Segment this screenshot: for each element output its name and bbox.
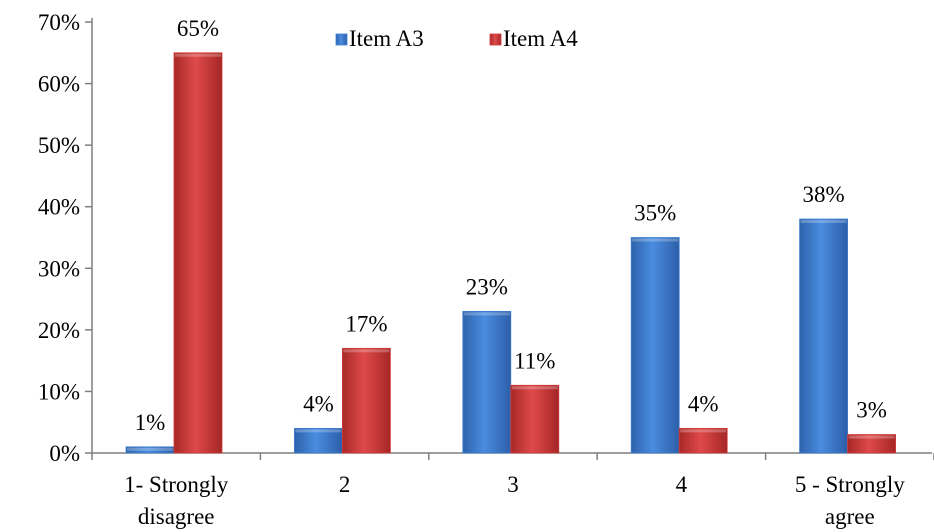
bars	[125, 52, 896, 454]
x-category-label: 4	[676, 472, 688, 497]
data-label: 38%	[803, 182, 845, 207]
y-tick-label: 70%	[38, 10, 80, 35]
y-tick-label: 10%	[38, 379, 80, 404]
legend-swatch	[335, 33, 348, 46]
bar-item-a3	[630, 237, 680, 454]
legend-swatch	[489, 33, 502, 46]
y-tick-label: 40%	[38, 195, 80, 220]
y-tick-label: 50%	[38, 133, 80, 158]
bar-item-a4	[173, 52, 223, 454]
legend: Item A3 Item A4	[335, 26, 578, 51]
data-label: 65%	[177, 16, 219, 41]
bar-item-a3	[293, 427, 343, 454]
bar-item-a3	[799, 218, 848, 454]
bar-highlight	[800, 220, 847, 224]
data-label: 3%	[856, 398, 887, 423]
bar-highlight	[295, 429, 342, 433]
x-category-label: 2	[339, 472, 351, 497]
legend-label: Item A3	[349, 26, 424, 51]
bar-highlight	[127, 447, 173, 451]
bar-highlight	[175, 53, 221, 57]
y-tick-label: 30%	[38, 256, 80, 281]
data-label: 4%	[303, 391, 334, 416]
legend-label: Item A4	[503, 26, 578, 51]
y-tick-label: 0%	[49, 441, 80, 466]
x-category-label: 3	[507, 472, 519, 497]
y-tick-label: 20%	[38, 318, 80, 343]
bar-item-a4	[341, 347, 391, 454]
data-labels: 1% 4% 23% 35% 38% 65% 17% 11% 4% 3%	[135, 16, 887, 435]
data-label: 23%	[466, 274, 508, 299]
bar-item-a3	[462, 310, 512, 454]
bar-item-a4	[847, 434, 896, 454]
axes: 0% 10% 20% 30% 40% 50% 60% 70% 1- Strongly disagr…	[38, 10, 934, 529]
bar-highlight	[511, 386, 558, 390]
data-label: 11%	[514, 348, 555, 373]
y-tick-label: 60%	[38, 72, 80, 97]
x-category-label: 5 - Strongly agree	[795, 472, 905, 529]
bar-highlight	[632, 238, 679, 242]
bar-highlight	[343, 349, 390, 353]
bar-highlight	[680, 429, 727, 433]
data-label: 4%	[688, 391, 719, 416]
x-category-label: 1- Strongly disagree	[124, 472, 229, 529]
bar-highlight	[463, 312, 510, 316]
data-label: 35%	[634, 201, 676, 226]
data-label: 1%	[135, 410, 166, 435]
data-label: 17%	[345, 311, 387, 336]
bar-highlight	[848, 435, 895, 439]
bar-item-a4	[510, 384, 560, 454]
bar-item-a4	[678, 427, 728, 454]
